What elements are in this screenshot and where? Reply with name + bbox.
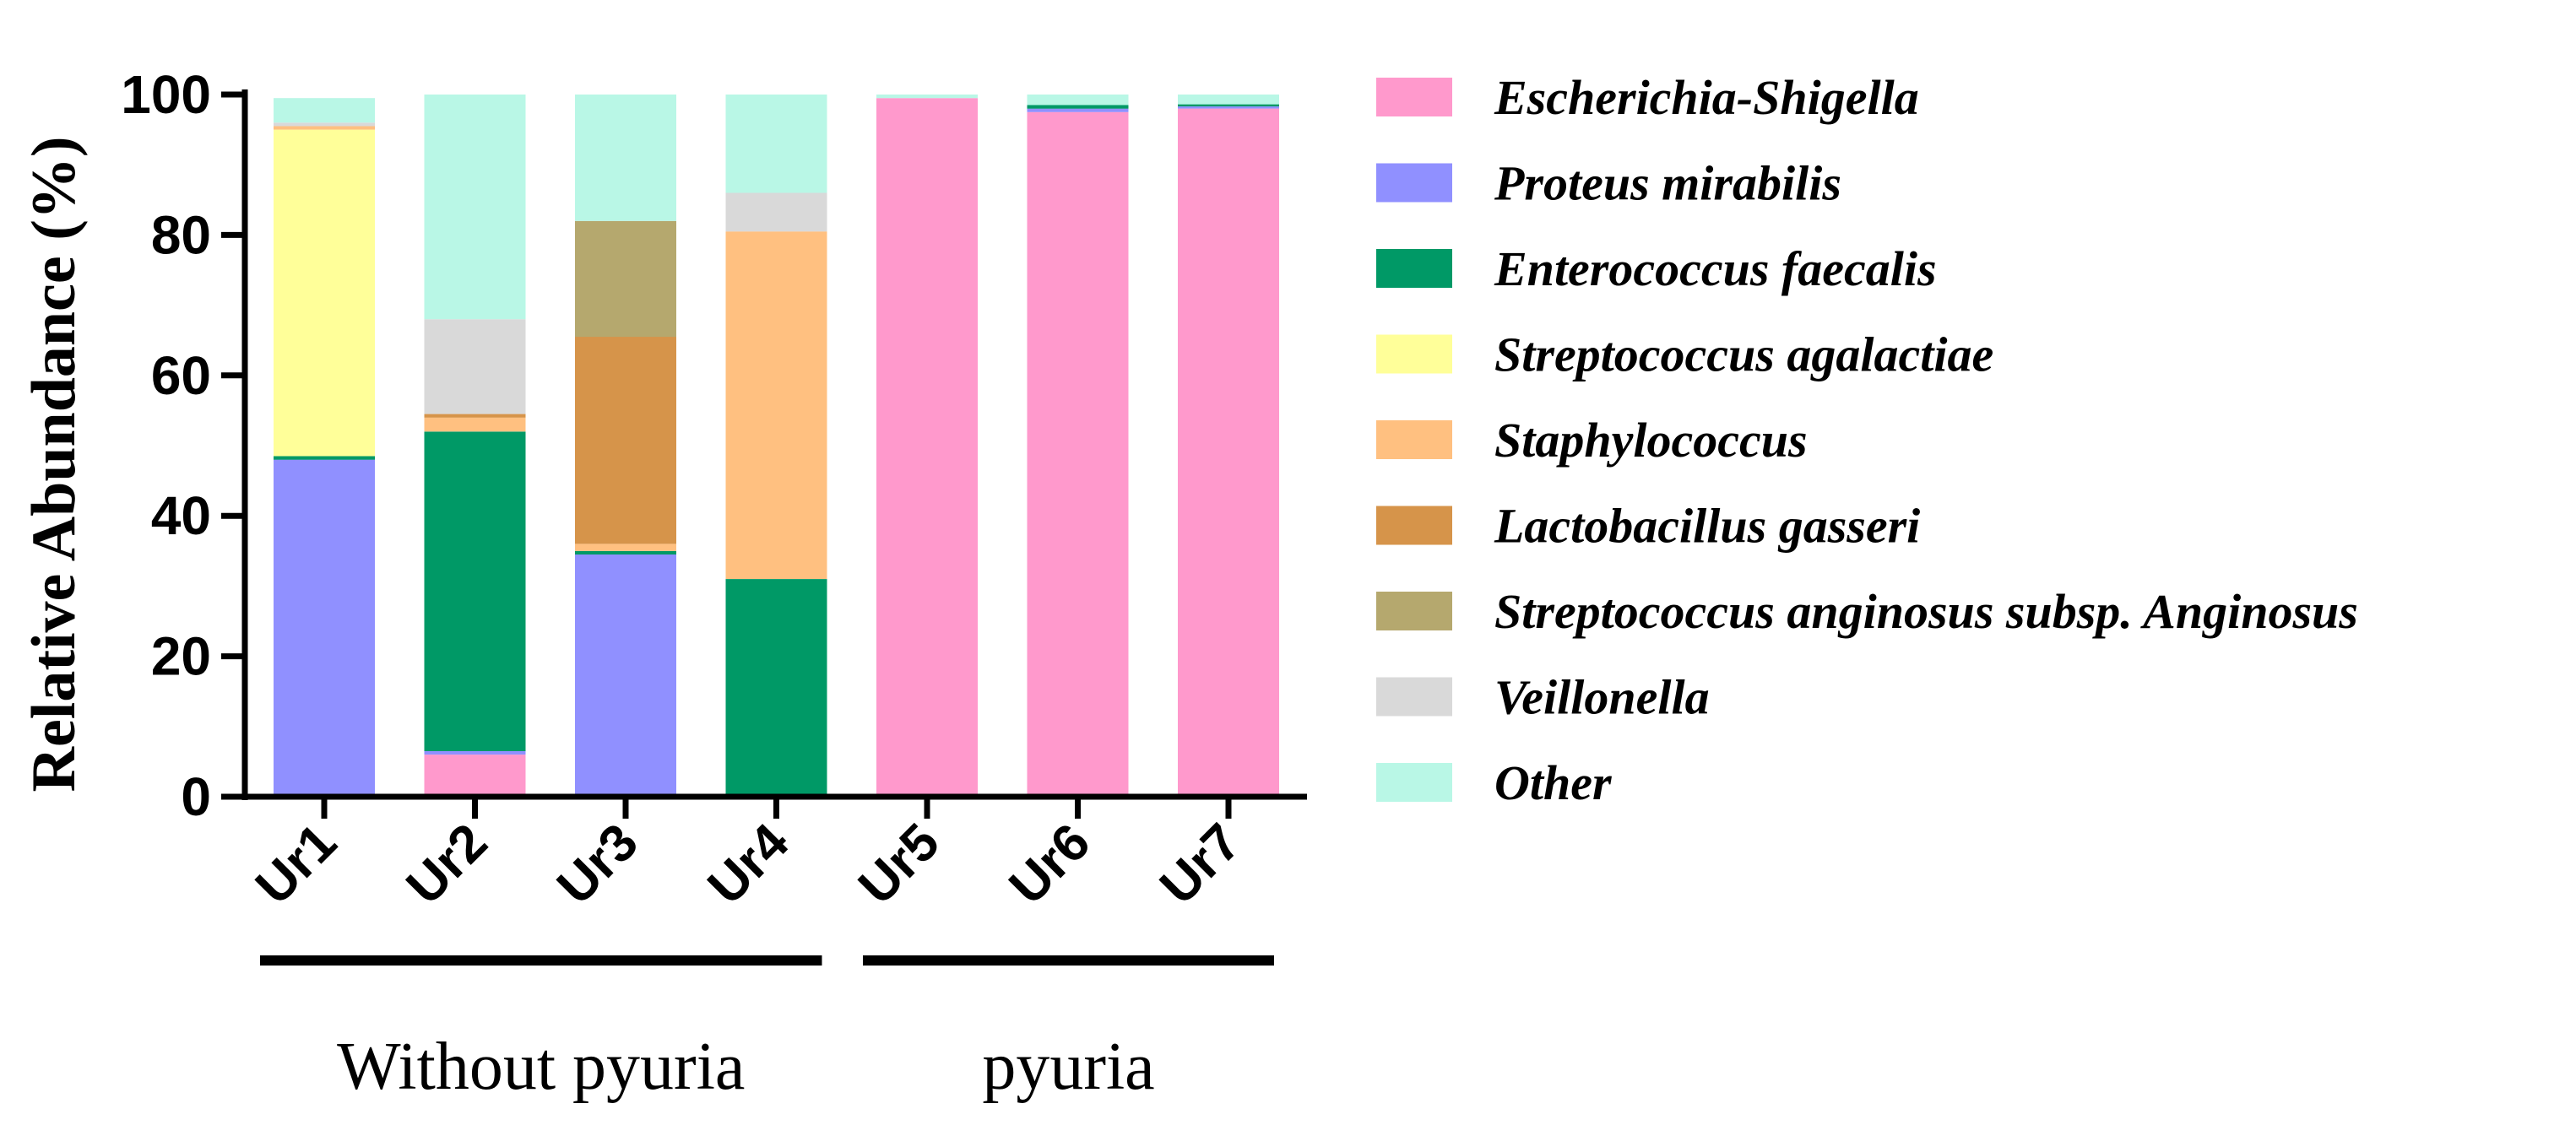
legend-swatch-streptococcus-agalactiae [1376, 334, 1452, 374]
y-tick-label-0: 0 [181, 766, 211, 827]
legend-label-enterococcus-faecalis: Enterococcus faecalis [1494, 241, 1937, 296]
bar-segment-ur1-streptococcus-agalactiae [274, 129, 375, 457]
bar-segment-ur3-enterococcus-faecalis [575, 550, 676, 554]
bar-segment-ur4-veillonella [725, 192, 827, 232]
bar-segment-ur1-proteus-mirabilis [274, 459, 375, 797]
bar-segment-ur7-other [1178, 95, 1279, 105]
bar-segment-ur2-veillonella [424, 319, 526, 414]
bar-segment-ur3-lactobacillus-gasseri [575, 337, 676, 544]
bar-segment-ur7-escherichia-shigella [1178, 108, 1279, 798]
x-tick-label-ur2: Ur2 [396, 813, 499, 916]
y-tick-label-80: 80 [151, 204, 211, 265]
legend-label-staphylococcus: Staphylococcus [1494, 413, 1808, 468]
x-tick-label-ur7: Ur7 [1149, 813, 1252, 916]
bar-segment-ur2-other [424, 95, 526, 320]
bar-segment-ur3-streptococcus-anginosus-subsp-anginosus [575, 220, 676, 338]
bar-segment-ur7-proteus-mirabilis [1178, 106, 1279, 109]
y-tick-label-60: 60 [151, 345, 211, 406]
bar-segment-ur4-enterococcus-faecalis [725, 579, 827, 797]
legend-label-lactobacillus-gasseri: Lactobacillus gasseri [1494, 499, 1920, 554]
legend-swatch-veillonella [1376, 677, 1452, 717]
legend: Escherichia-Shigella Proteus mirabilis Ent… [1376, 70, 2358, 810]
y-axis-label: Relative Abundance (%) [19, 137, 89, 792]
bar-segment-ur6-escherichia-shigella [1027, 111, 1129, 798]
y-tick-label-40: 40 [151, 485, 211, 546]
bar-segment-ur1-other [274, 98, 375, 123]
bars-layer [274, 95, 1279, 798]
bar-segment-ur4-other [725, 95, 827, 193]
bar-segment-ur1-veillonella [274, 122, 375, 127]
y-tick-label-100: 100 [121, 64, 211, 125]
bar-segment-ur5-escherichia-shigella [876, 98, 978, 797]
bar-segment-ur6-proteus-mirabilis [1027, 108, 1129, 112]
x-tick-label-ur4: Ur4 [697, 813, 800, 916]
legend-swatch-escherichia-shigella [1376, 78, 1452, 116]
bar-segment-ur5-other [876, 95, 978, 99]
y-tick-label-20: 20 [151, 626, 211, 687]
bar-segment-ur3-other [575, 95, 676, 221]
bar-segment-ur7-enterococcus-faecalis [1178, 104, 1279, 107]
legend-swatch-enterococcus-faecalis [1376, 249, 1452, 288]
x-tick-label-ur6: Ur6 [999, 813, 1102, 916]
legend-label-streptococcus-agalactiae: Streptococcus agalactiae [1494, 327, 1993, 382]
bar-segment-ur2-staphylococcus [424, 417, 526, 432]
bar-segment-ur4-staphylococcus [725, 231, 827, 579]
bar-segment-ur2-enterococcus-faecalis [424, 431, 526, 751]
bar-segment-ur1-staphylococcus [274, 126, 375, 130]
x-tick-label-ur1: Ur1 [245, 813, 348, 916]
legend-swatch-streptococcus-anginosus-subsp-anginosus [1376, 592, 1452, 630]
bar-segment-ur3-proteus-mirabilis [575, 554, 676, 797]
legend-swatch-proteus-mirabilis [1376, 163, 1452, 203]
x-tick-label-ur3: Ur3 [546, 813, 649, 916]
group-label-pyuria: pyuria [982, 1030, 1154, 1104]
bar-segment-ur3-staphylococcus [575, 544, 676, 551]
legend-label-other: Other [1494, 755, 1612, 810]
legend-label-proteus-mirabilis: Proteus mirabilis [1494, 156, 1841, 211]
bar-segment-ur6-enterococcus-faecalis [1027, 105, 1129, 109]
bar-segment-ur2-lactobacillus-gasseri [424, 414, 526, 418]
group-label-without-pyuria: Without pyuria [337, 1030, 745, 1104]
legend-swatch-other [1376, 763, 1452, 802]
legend-label-escherichia-shigella: Escherichia-Shigella [1494, 70, 1919, 125]
legend-label-streptococcus-anginosus-subsp-anginosus: Streptococcus anginosus subsp. Anginosus [1494, 584, 2358, 639]
x-tick-label-ur5: Ur5 [848, 813, 951, 916]
legend-label-veillonella: Veillonella [1494, 670, 1710, 725]
bar-segment-ur6-other [1027, 95, 1129, 105]
bar-segment-ur2-proteus-mirabilis [424, 750, 526, 755]
bar-segment-ur2-escherichia-shigella [424, 755, 526, 797]
legend-swatch-lactobacillus-gasseri [1376, 506, 1452, 545]
legend-swatch-staphylococcus [1376, 420, 1452, 459]
bar-segment-ur1-enterococcus-faecalis [274, 456, 375, 460]
